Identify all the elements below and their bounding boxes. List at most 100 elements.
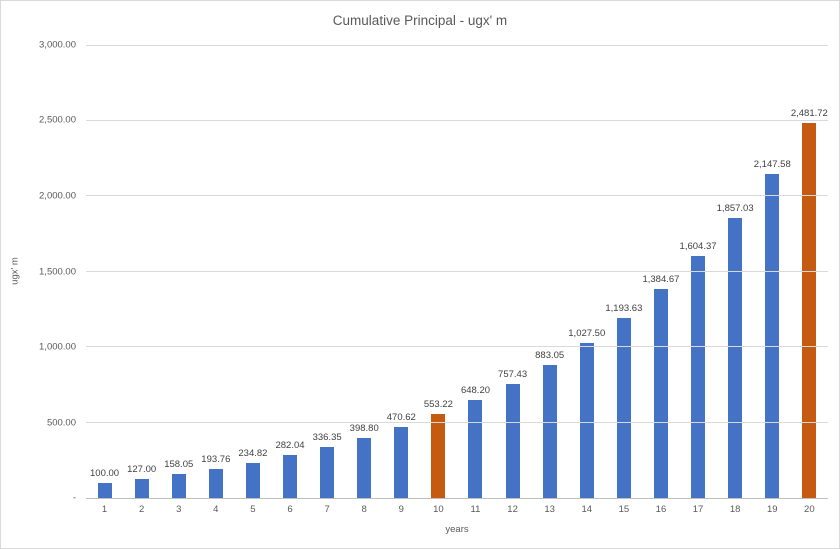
x-tick-label: 5: [250, 504, 256, 515]
bar-group: 470.62: [383, 45, 420, 498]
y-gridline: [86, 422, 828, 423]
bar-value-label: 1,027.50: [568, 327, 606, 339]
x-tick-label: 10: [433, 504, 444, 515]
x-tick-label: 1: [101, 504, 108, 515]
bar-group: 1,857.03: [717, 45, 754, 498]
bar-group: 158.05: [160, 45, 197, 498]
y-tick-label: -: [72, 492, 76, 504]
bar-group: 1,604.37: [680, 45, 717, 498]
bar-group: 234.82: [234, 45, 271, 498]
bar-value-label: 398.80: [349, 422, 379, 434]
bar-group: 648.20: [457, 45, 494, 498]
x-tick-label: 17: [692, 504, 704, 515]
x-tick-label: 8: [361, 504, 367, 515]
y-tick-label: 1,000.00: [39, 341, 76, 353]
bar: [468, 400, 483, 498]
x-tick-label: 6: [287, 504, 293, 515]
bar-group: 127.00: [123, 45, 160, 498]
x-tick-label: 19: [766, 504, 778, 515]
bar-value-label: 883.05: [535, 349, 565, 361]
bar-value-label: 648.20: [460, 385, 491, 397]
bar: [765, 173, 780, 498]
bar-value-label: 127.00: [127, 463, 157, 475]
bar-value-label: 282.04: [275, 440, 305, 452]
bar-group: 553.22: [420, 45, 457, 498]
x-tick-label: 15: [618, 504, 630, 515]
x-tick-label: 3: [176, 504, 182, 515]
bar: [245, 462, 260, 498]
bar-group: 282.04: [271, 45, 308, 498]
chart-title: Cumulative Principal - ugx' m: [332, 13, 508, 28]
bar-value-label: 234.82: [238, 447, 268, 459]
bar: [728, 217, 743, 498]
bar: [171, 474, 186, 498]
bar: [691, 255, 706, 498]
bar-group: 757.43: [494, 45, 531, 498]
y-gridline: [86, 346, 828, 348]
bar: [320, 447, 335, 498]
bar: [208, 468, 223, 498]
bar-group: 2,147.58: [754, 45, 791, 498]
bar-value-label: 2,147.58: [753, 158, 791, 170]
bar-group: 398.80: [346, 45, 383, 498]
x-tick-label: 13: [544, 504, 555, 515]
x-tick-label: 2: [138, 504, 145, 515]
bar-value-label: 100.00: [90, 467, 120, 479]
x-tick-label: 14: [581, 504, 593, 515]
x-tick-label: 11: [470, 504, 481, 515]
bar-value-label: 757.43: [498, 368, 528, 380]
bar-value-label: 1,193.63: [605, 302, 643, 314]
bar-group: 1,193.63: [605, 45, 642, 498]
bar-group: 1,027.50: [568, 45, 605, 498]
bar: [579, 342, 594, 498]
bar: [505, 383, 520, 498]
bars-row: 100.00 127.00 158.05 193.76 234.82 282.04 336.…: [86, 45, 828, 498]
bar-highlighted: [802, 123, 817, 498]
x-tick-label: 4: [213, 504, 219, 515]
bar: [283, 455, 298, 498]
x-axis-line: [86, 498, 828, 499]
bar-group: 336.35: [309, 45, 346, 498]
x-tick-label: 18: [729, 504, 741, 515]
bar-value-label: 193.76: [201, 453, 231, 465]
bar-group: 100.00: [86, 45, 123, 498]
plot-area: 100.00 127.00 158.05 193.76 234.82 282.04 336.…: [86, 44, 828, 499]
bar-value-label: 2,481.72: [790, 108, 828, 120]
bar-value-label: 158.05: [164, 459, 194, 471]
y-tick-label: 2,500.00: [39, 114, 76, 126]
bar-group: 193.76: [197, 45, 234, 498]
y-tick-label: 500.00: [46, 417, 76, 428]
x-tick-label: 16: [655, 504, 667, 515]
x-axis-title: years: [445, 524, 469, 535]
bar-value-label: 553.22: [423, 399, 453, 411]
bar: [616, 317, 631, 498]
y-gridline: [86, 119, 828, 121]
x-tick-label: 20: [804, 504, 815, 515]
bar-highlighted: [431, 414, 446, 498]
bar: [653, 288, 668, 498]
y-gridline: [86, 271, 828, 272]
y-tick-label: 3,000.00: [39, 39, 76, 51]
y-gridline: [86, 195, 828, 197]
x-tick-label: 7: [324, 504, 330, 515]
bar-value-label: 1,857.03: [716, 202, 754, 214]
bar: [357, 437, 372, 498]
bar-group: 1,384.67: [642, 45, 679, 498]
x-tick-label: 12: [507, 504, 518, 515]
bar-group: 2,481.72: [791, 45, 828, 498]
bar-value-label: 1,604.37: [679, 240, 717, 252]
y-tick-label: 2,000.00: [39, 190, 76, 202]
bar-group: 883.05: [531, 45, 568, 498]
bar-value-label: 336.35: [312, 432, 342, 444]
bar-value-label: 470.62: [386, 411, 416, 423]
y-tick-label: 1,500.00: [39, 266, 76, 277]
y-gridline: [86, 44, 828, 46]
bar-value-label: 1,384.67: [642, 273, 680, 285]
bar: [134, 478, 149, 498]
bar: [542, 364, 557, 498]
x-tick-label: 9: [398, 504, 404, 515]
x-axis-ticks: 1 2 3 4 5 6 7 8 9 10 11 12 13 14 15 16 17 18 19 20: [86, 504, 828, 515]
y-axis-ticks: 3,000.00 2,500.00 2,000.00 1,500.00 1,000.00…: [1, 40, 76, 504]
bar: [97, 482, 112, 498]
